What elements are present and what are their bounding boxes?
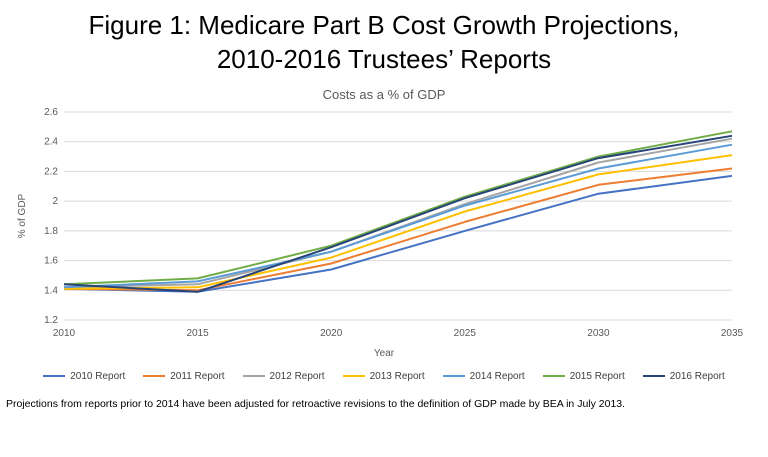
legend-marker-line [542, 375, 565, 378]
plot-area-wrap: 1.2 1.4 1.6 1.8 2 2.2 2.4 2.6 2010 2015 2020 2025 20… [14, 104, 754, 354]
legend-label: 2010 Report [70, 370, 126, 382]
x-tick-label: 2030 [587, 328, 610, 339]
series-line [63, 134, 733, 293]
figure-title-line-1: Figure 1: Medicare Part B Cost Growth Pr… [88, 10, 680, 40]
legend-marker-line [642, 375, 665, 378]
y-tick-label: 2 [52, 196, 58, 207]
legend-label: 2012 Report [269, 370, 325, 382]
legend-label: 2014 Report [469, 370, 525, 382]
legend-item: 2011 Report [143, 370, 225, 382]
legend-label: 2016 Report [669, 370, 725, 382]
y-tick-label: 1.6 [44, 255, 58, 266]
series-line [63, 137, 733, 288]
series-line [63, 153, 733, 290]
legend-item: 2016 Report [642, 370, 725, 382]
chart-legend: 2010 Report 2011 Report 2012 Report 2013 Re… [0, 371, 768, 382]
figure-footnote: Projections from reports prior to 2014 h… [6, 397, 626, 410]
y-axis-title: % of GDP [17, 193, 28, 238]
chart-subtitle: Costs as a % of GDP [322, 86, 446, 102]
x-tick-label: 2020 [320, 328, 343, 339]
legend-item: 2014 Report [442, 370, 525, 382]
legend-item: 2013 Report [342, 370, 425, 382]
legend-label: 2013 Report [369, 370, 425, 382]
legend-item: 2010 Report [43, 371, 125, 382]
chart-svg: 1.2 1.4 1.6 1.8 2 2.2 2.4 2.6 2010 2015 2020 2025 20… [17, 107, 744, 339]
y-tick-label: 2.2 [44, 166, 58, 177]
legend-marker-line [442, 375, 465, 378]
legend-marker-line [242, 375, 265, 378]
legend-item: 2012 Report [242, 370, 325, 382]
y-tick-label: 2.4 [44, 136, 58, 147]
x-tick-label: 2025 [454, 328, 477, 339]
legend-item: 2015 Report [542, 370, 625, 382]
chart: Costs as a % of GDP 1.2 1.4 1.6 1.8 2 2.2 2.4 2… [0, 87, 768, 382]
y-tick-label: 1.2 [44, 315, 58, 326]
figure-title-line-2: 2010-2016 Trustees’ Reports [216, 44, 552, 75]
x-tick-label: 2035 [721, 328, 744, 339]
x-tick-label: 2010 [53, 328, 76, 339]
x-tick-label: 2015 [186, 328, 209, 339]
legend-marker-line [143, 375, 166, 378]
y-tick-label: 1.4 [44, 285, 58, 296]
x-axis-title: Year [373, 347, 395, 359]
legend-label: 2015 Report [569, 370, 625, 382]
figure-title: Figure 1: Medicare Part B Cost Growth Pr… [0, 0, 768, 77]
legend-marker-line [43, 375, 66, 378]
legend-marker-line [342, 375, 365, 378]
series-line [63, 143, 733, 288]
legend-label: 2011 Report [170, 370, 225, 382]
y-tick-label: 1.8 [44, 225, 58, 236]
series-line [63, 129, 733, 285]
y-tick-label: 2.6 [44, 107, 58, 118]
